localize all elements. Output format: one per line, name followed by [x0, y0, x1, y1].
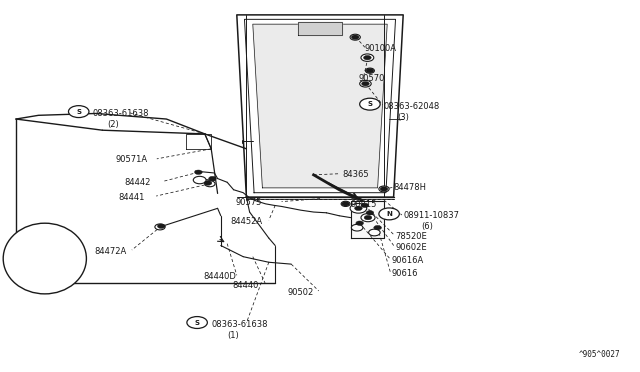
Circle shape: [205, 181, 215, 187]
Text: 84441: 84441: [118, 193, 145, 202]
Text: 84452A: 84452A: [230, 217, 262, 226]
Text: 08363-61638: 08363-61638: [93, 109, 149, 118]
Circle shape: [366, 211, 374, 215]
Circle shape: [68, 106, 89, 118]
Circle shape: [356, 221, 364, 225]
Circle shape: [350, 203, 367, 213]
Text: 84442: 84442: [125, 178, 151, 187]
Circle shape: [364, 215, 372, 220]
Polygon shape: [298, 22, 342, 35]
Text: 84478H: 84478H: [394, 183, 427, 192]
Circle shape: [195, 170, 202, 174]
Circle shape: [204, 181, 212, 185]
Circle shape: [366, 68, 374, 73]
Polygon shape: [351, 201, 384, 238]
Circle shape: [365, 68, 374, 73]
Polygon shape: [253, 24, 387, 188]
Text: 78520E: 78520E: [396, 232, 428, 241]
Text: 08363-62048: 08363-62048: [384, 102, 440, 110]
Text: 84440: 84440: [232, 281, 259, 290]
Circle shape: [364, 55, 371, 60]
Circle shape: [379, 208, 399, 220]
Text: S: S: [76, 109, 81, 115]
Text: (6): (6): [421, 222, 433, 231]
Circle shape: [157, 224, 165, 228]
Circle shape: [193, 176, 206, 184]
Circle shape: [360, 80, 371, 87]
Circle shape: [342, 202, 349, 206]
Circle shape: [362, 81, 369, 86]
Circle shape: [341, 201, 350, 206]
Text: 90616A: 90616A: [392, 256, 424, 265]
Circle shape: [360, 98, 380, 110]
Circle shape: [155, 224, 165, 230]
Text: 90602E: 90602E: [396, 243, 427, 252]
Text: (1): (1): [227, 331, 239, 340]
Text: (3): (3): [397, 113, 410, 122]
Circle shape: [369, 229, 380, 236]
Text: N: N: [386, 211, 392, 217]
Circle shape: [350, 34, 360, 40]
Circle shape: [361, 54, 374, 61]
Text: 90502: 90502: [288, 288, 314, 296]
Text: 90815: 90815: [351, 200, 377, 209]
Ellipse shape: [3, 223, 86, 294]
Circle shape: [355, 206, 362, 211]
Circle shape: [379, 186, 389, 192]
Circle shape: [361, 214, 375, 222]
Circle shape: [351, 35, 359, 39]
Circle shape: [380, 187, 388, 191]
Text: S: S: [367, 101, 372, 107]
Circle shape: [187, 317, 207, 328]
Text: 84365: 84365: [342, 170, 369, 179]
Text: 90570: 90570: [358, 74, 385, 83]
Text: (2): (2): [108, 120, 119, 129]
Text: 90575: 90575: [236, 198, 262, 207]
Circle shape: [209, 176, 216, 181]
Text: 84440D: 84440D: [204, 272, 236, 280]
Text: 90100A: 90100A: [365, 44, 397, 53]
Text: S: S: [195, 320, 200, 326]
Text: 08363-61638: 08363-61638: [211, 320, 268, 329]
Text: 90616: 90616: [392, 269, 418, 278]
Circle shape: [374, 225, 381, 230]
Circle shape: [351, 224, 363, 231]
Text: 84472A: 84472A: [95, 247, 127, 256]
Text: 90571A: 90571A: [115, 155, 147, 164]
Circle shape: [361, 203, 369, 208]
Text: 08911-10837: 08911-10837: [403, 211, 460, 220]
Text: ^905^0027: ^905^0027: [579, 350, 621, 359]
